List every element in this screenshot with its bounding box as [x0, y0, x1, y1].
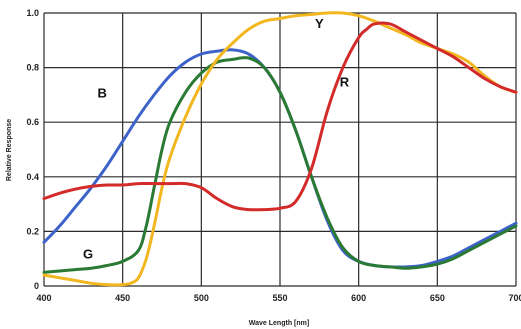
grid-layer — [43, 12, 517, 287]
x-tick-label: 450 — [115, 293, 130, 303]
y-tick-label: 0 — [34, 281, 39, 291]
series-line-g — [42, 56, 518, 274]
x-axis-title: Wave Length [nm] — [249, 320, 309, 327]
x-tick-label: 600 — [351, 293, 366, 303]
series-label-layer: B G Y R — [83, 16, 350, 262]
x-tick-label: 400 — [36, 293, 51, 303]
y-tick-label: 0.6 — [26, 117, 39, 127]
y-tick-label: 0.4 — [26, 172, 39, 182]
y-tick-label: 0.2 — [26, 226, 39, 236]
series-layer — [42, 11, 518, 287]
y-tick-label: 0.8 — [26, 63, 39, 73]
series-label-b: B — [98, 86, 107, 101]
x-tick-label: 500 — [194, 293, 209, 303]
tick-label-layer: 400 450 500 550 600 650 700 0 0.2 0.4 0.6 0.8 1.0 — [26, 8, 521, 303]
series-line-r — [42, 21, 518, 212]
x-tick-label: 550 — [272, 293, 287, 303]
series-label-g: G — [83, 247, 93, 262]
series-label-r: R — [340, 75, 350, 90]
y-tick-label: 1.0 — [26, 8, 39, 18]
x-tick-label: 700 — [508, 293, 521, 303]
x-tick-label: 650 — [430, 293, 445, 303]
y-axis-title: Relative Response — [6, 119, 13, 181]
series-label-y: Y — [315, 16, 324, 31]
